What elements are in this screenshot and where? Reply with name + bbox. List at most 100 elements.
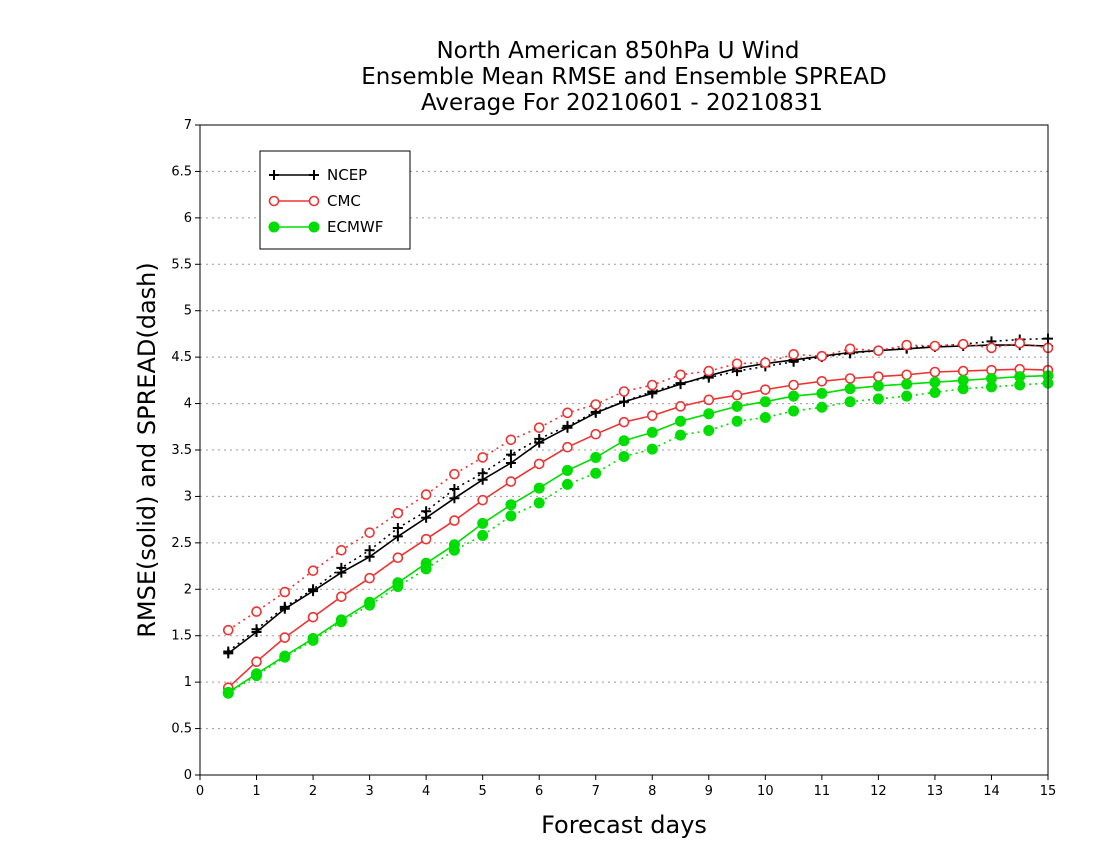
ncep-rmse-point (364, 551, 375, 562)
cmc-spread-point (222, 624, 234, 636)
ncep-rmse-point (449, 493, 460, 504)
cmc-spread-point (251, 606, 262, 617)
y-tick-label: 4 (184, 397, 192, 412)
x-tick-label: 10 (757, 784, 774, 799)
ecmwf-spread-point (788, 405, 800, 417)
ncep-rmse-point (534, 437, 545, 448)
ncep-rmse-point (223, 648, 234, 659)
x-tick-label: 13 (927, 784, 944, 799)
ecmwf-rmse-point (561, 464, 573, 476)
ecmwf-rmse-point (675, 415, 687, 427)
cmc-rmse-point (420, 533, 432, 545)
ecmwf-spread-point (731, 415, 743, 427)
chart-title-line-1: North American 850hPa U Wind (436, 38, 799, 64)
ecmwf-rmse-point (222, 686, 234, 698)
cmc-rmse-point (336, 591, 347, 603)
cmc-spread-line (227, 342, 1049, 631)
cmc-spread-point (646, 379, 658, 391)
ecmwf-rmse-point (1014, 371, 1026, 383)
ecmwf-rmse-point (364, 596, 376, 608)
ecmwf-spread-point (703, 425, 715, 436)
x-tick-label: 1 (252, 784, 260, 799)
ncep-rmse-point (336, 567, 347, 578)
y-tick-label: 2.5 (171, 536, 192, 551)
ecmwf-spread-point (561, 478, 573, 490)
ecmwf-rmse-point (788, 390, 800, 402)
cmc-spread-point (420, 489, 432, 500)
ecmwf-rmse-point (279, 650, 291, 662)
cmc-spread-point (307, 565, 319, 577)
ecmwf-spread-point (618, 451, 630, 462)
x-axis: 0 1 2 3 4 5 6 7 8 9 10 11 12 13 14 15 (196, 775, 1056, 799)
gridlines (200, 170, 1048, 730)
cmc-rmse-point (929, 366, 941, 378)
legend-label: ECMWF (327, 218, 383, 236)
legend-marker (268, 221, 280, 233)
ncep-spread-point (449, 484, 460, 494)
ecmwf-spread-line (227, 382, 1049, 694)
cmc-rmse-point (477, 494, 488, 506)
legend-item-ecmwf: ECMWF (268, 218, 383, 236)
x-tick-label: 2 (309, 784, 317, 799)
cmc-spread-point (760, 357, 771, 369)
cmc-rmse-point (675, 401, 686, 412)
ecmwf-spread-point (505, 510, 517, 522)
ecmwf-spread-point (901, 390, 913, 402)
y-tick-label: 5 (184, 304, 192, 319)
ecmwf-rmse-point (844, 383, 856, 395)
ncep-rmse-point (619, 396, 629, 407)
ecmwf-rmse-point (477, 517, 489, 529)
ncep-spread-point (392, 523, 403, 533)
ecmwf-spread-point (929, 386, 941, 398)
cmc-spread-point (901, 339, 912, 351)
y-tick-label: 6.5 (171, 164, 192, 179)
legend-marker (269, 170, 279, 180)
cmc-rmse-point (364, 572, 375, 584)
ecmwf-rmse-series (222, 370, 1054, 698)
legend-box (259, 150, 411, 250)
ecmwf-rmse-point (901, 378, 913, 390)
legend-item-ncep: NCEP (269, 166, 367, 184)
cmc-rmse-point (533, 458, 545, 470)
legend-marker (268, 195, 280, 207)
ecmwf-spread-point (872, 393, 884, 405)
cmc-spread-point (957, 338, 969, 350)
cmc-rmse-point (307, 611, 319, 623)
y-tick-label: 7 (184, 118, 192, 133)
x-tick-label: 4 (422, 784, 430, 799)
y-tick-label: 4.5 (171, 350, 192, 365)
ecmwf-spread-point (675, 429, 687, 441)
cmc-spread-point (1014, 337, 1026, 349)
cmc-spread-point (505, 434, 517, 446)
ncep-rmse-point (392, 531, 403, 542)
legend-item-cmc: CMC (268, 192, 361, 210)
cmc-rmse-point (449, 515, 460, 526)
cmc-rmse-point (788, 379, 799, 391)
cmc-rmse-point (618, 416, 630, 428)
x-axis-title: Forecast days (541, 811, 707, 839)
ecmwf-spread-series (222, 377, 1054, 699)
y-tick-label: 3.5 (171, 443, 192, 458)
ecmwf-rmse-point (307, 633, 319, 644)
y-axis-title: RMSE(solid) and SPREAD(dash) (133, 262, 161, 638)
ecmwf-rmse-point (872, 380, 884, 392)
cmc-rmse-series (222, 363, 1054, 694)
cmc-rmse-line (227, 368, 1049, 689)
legend-marker (308, 221, 320, 233)
cmc-rmse-point (562, 441, 573, 453)
x-tick-label: 5 (479, 784, 487, 799)
chart-title-line-3: Average For 20210601 - 20210831 (421, 90, 823, 116)
cmc-spread-point (929, 340, 941, 352)
ecmwf-spread-point (816, 401, 828, 413)
y-tick-label: 6 (184, 211, 192, 226)
cmc-rmse-point (844, 373, 856, 384)
y-tick-label: 3 (184, 489, 192, 504)
cmc-spread-point (336, 544, 347, 556)
legend-marker (309, 170, 319, 180)
ecmwf-spread-point (646, 443, 658, 455)
legend-label: NCEP (327, 166, 367, 184)
cmc-spread-point (675, 369, 686, 381)
x-tick-label: 3 (365, 784, 373, 799)
y-tick-label: 0 (184, 768, 192, 783)
